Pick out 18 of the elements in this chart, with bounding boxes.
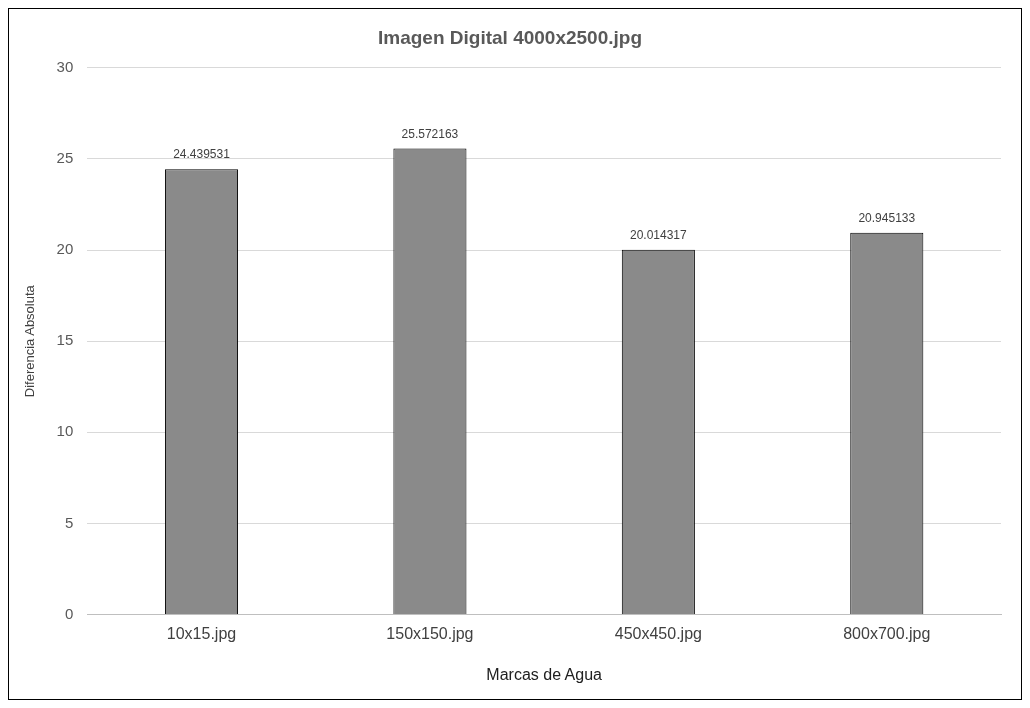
y-axis-title: Diferencia Absoluta xyxy=(22,284,38,398)
x-tick-label: 10x15.jpg xyxy=(166,624,237,642)
y-tick-label: 30 xyxy=(56,57,74,75)
y-tick-label: 20 xyxy=(56,240,74,258)
data-label: 25.572163 xyxy=(401,126,459,141)
x-axis-title: Marcas de Agua xyxy=(486,665,603,683)
y-tick-label: 25 xyxy=(56,149,74,167)
x-tick-label: 150x150.jpg xyxy=(386,624,474,642)
data-label: 20.945133 xyxy=(858,211,916,226)
data-label: 20.014317 xyxy=(629,228,688,243)
y-tick-label: 0 xyxy=(64,604,74,622)
chart-title: Imagen Digital 4000x2500.jpg xyxy=(377,26,643,48)
y-tick-label: 10 xyxy=(56,422,74,440)
y-tick-label: 15 xyxy=(56,331,74,349)
y-tick-label: 5 xyxy=(64,513,74,531)
data-label: 24.439531 xyxy=(173,147,231,162)
x-tick-label: 800x700.jpg xyxy=(843,624,931,642)
x-tick-label: 450x450.jpg xyxy=(614,624,702,642)
